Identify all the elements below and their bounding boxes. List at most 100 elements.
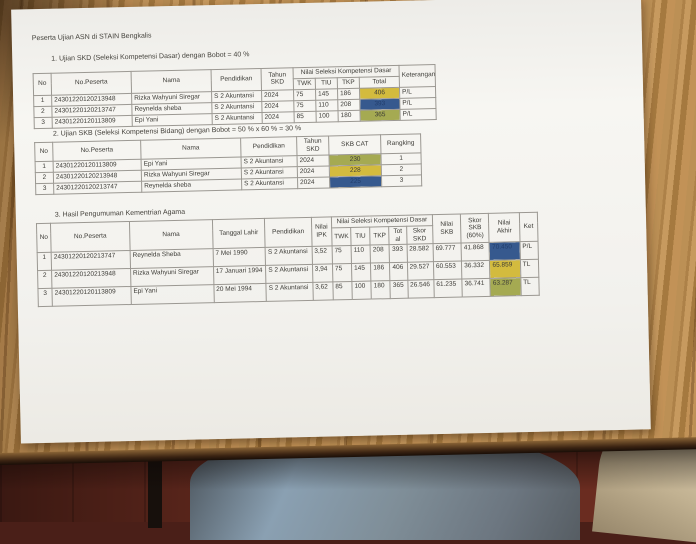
col-nama: Nama bbox=[140, 137, 242, 159]
cell-tiu: 145 bbox=[315, 88, 338, 100]
cell-nama: Epi Yani bbox=[130, 285, 215, 305]
cell-tkp: 180 bbox=[371, 280, 391, 300]
col-tahun-skd: Tahun SKD bbox=[261, 67, 294, 91]
cell-peserta: 24301220120213747 bbox=[53, 180, 142, 194]
cell-skor-skb: 41.868 bbox=[461, 242, 490, 262]
cell-twk: 75 bbox=[331, 245, 352, 265]
cell-total: 393 bbox=[389, 244, 408, 263]
cell-no: 2 bbox=[33, 105, 53, 118]
col-skb-cat: SKB CAT bbox=[328, 134, 381, 155]
cell-total: 365 bbox=[390, 280, 408, 299]
cell-no: 1 bbox=[37, 252, 52, 271]
cell-twk: 75 bbox=[293, 88, 316, 101]
col-peserta: No.Peserta bbox=[50, 221, 131, 253]
col-tkp: TKP bbox=[337, 77, 360, 89]
cell-tkp: 208 bbox=[370, 245, 390, 264]
cell-total-highlight: 406 bbox=[359, 86, 400, 99]
cell-ket: TL bbox=[520, 259, 539, 279]
col-no: No bbox=[36, 223, 52, 253]
cell-peserta: 24301220120113809 bbox=[52, 115, 133, 128]
skb-table: No No.Peserta Nama Pendidikan Tahun SKD … bbox=[34, 133, 422, 195]
col-nilai-ipk: Nilai IPK bbox=[311, 216, 332, 247]
col-tanggal-lahir: Tanggal Lahir bbox=[212, 218, 266, 250]
cell-skor-skd: 28.582 bbox=[406, 244, 434, 263]
col-nilai-skb: Nilai SKB bbox=[432, 213, 462, 245]
cell-tahun: 2024 bbox=[261, 89, 294, 102]
col-tiu: TIU bbox=[315, 77, 338, 89]
col-skor-skd: Skor SKD bbox=[406, 225, 433, 245]
col-tiu: TIU bbox=[350, 226, 371, 246]
cell-twk: 75 bbox=[293, 99, 316, 112]
cell-tahun: 2024 bbox=[262, 111, 295, 124]
cell-nilai-skb: 61.235 bbox=[433, 279, 463, 299]
cell-tkp: 180 bbox=[337, 109, 361, 122]
col-nama: Nama bbox=[129, 219, 213, 251]
cell-skor-skb: 36.332 bbox=[461, 260, 491, 280]
cell-skor-skd: 29.527 bbox=[407, 262, 434, 281]
cell-no: 2 bbox=[37, 270, 53, 289]
cell-ipk: 3,62 bbox=[312, 282, 334, 301]
cell-tiu: 110 bbox=[351, 245, 371, 264]
cell-tahun: 2024 bbox=[297, 176, 330, 189]
col-twk: TWK bbox=[331, 227, 352, 247]
cell-lahir: 20 Mei 1994 bbox=[213, 283, 267, 303]
cell-pendidikan: S 2 Akuntansi bbox=[266, 282, 313, 302]
skd-table: No No.Peserta Nama Pendidikan Tahun SKD … bbox=[33, 64, 437, 129]
cell-tiu: 100 bbox=[315, 110, 339, 122]
cell-rank: 3 bbox=[381, 174, 422, 187]
cell-akhir-highlight: 65.859 bbox=[489, 260, 521, 279]
cell-twk: 85 bbox=[293, 110, 317, 123]
col-pendidikan: Pendidikan bbox=[264, 217, 312, 248]
col-rangking: Rangking bbox=[380, 133, 421, 154]
cell-nama: Epi Yani bbox=[132, 113, 213, 127]
cell-ket: P/L bbox=[399, 86, 436, 98]
cell-twk: 85 bbox=[332, 281, 353, 301]
cell-skb-highlight: 225 bbox=[329, 175, 382, 188]
cell-tkp: 186 bbox=[337, 87, 360, 100]
cell-twk: 75 bbox=[332, 263, 352, 283]
col-peserta: No.Peserta bbox=[51, 71, 132, 95]
cell-no: 1 bbox=[33, 94, 52, 107]
wooden-desk: Peserta Ujian ASN di STAIN Bengkalis 1. … bbox=[0, 0, 696, 464]
cell-ket: P/L bbox=[399, 108, 437, 120]
col-ket: Ket bbox=[519, 212, 539, 243]
col-tkp: TKP bbox=[369, 226, 390, 246]
col-pendidikan: Pendidikan bbox=[240, 136, 297, 157]
cell-peserta: 24301220120213948 bbox=[51, 268, 131, 289]
cell-pendidikan: S 2 Akuntansi bbox=[241, 177, 298, 190]
cell-no: 3 bbox=[35, 182, 54, 195]
cell-tiu: 100 bbox=[351, 281, 372, 300]
cell-ket: P/L bbox=[519, 241, 539, 261]
col-no: No bbox=[33, 73, 52, 96]
cell-tahun: 2024 bbox=[296, 154, 330, 167]
cell-nilai-skb: 60.553 bbox=[433, 261, 463, 281]
cell-tkp: 186 bbox=[370, 262, 391, 282]
cell-skor-skb: 36.741 bbox=[462, 278, 491, 298]
cell-peserta: 24301220120213747 bbox=[51, 250, 131, 271]
cell-no: 3 bbox=[37, 288, 53, 307]
cell-tahun: 2024 bbox=[261, 100, 294, 113]
cell-total: 406 bbox=[389, 262, 408, 281]
col-no: No bbox=[34, 142, 54, 162]
cell-lahir: 17 Januari 1994 bbox=[213, 265, 267, 286]
col-total: Total bbox=[389, 226, 407, 246]
section-1-heading: 1. Ujian SKD (Seleksi Kompetensi Dasar) … bbox=[51, 51, 250, 63]
cell-ket: TL bbox=[520, 277, 540, 297]
cell-ipk: 3,94 bbox=[312, 264, 333, 283]
cell-no: 2 bbox=[35, 171, 54, 184]
cell-tiu: 145 bbox=[351, 263, 372, 282]
result-table: No No.Peserta Nama Tanggal Lahir Pendidi… bbox=[36, 212, 540, 308]
cell-ket: P/L bbox=[399, 97, 436, 109]
col-nilai-akhir: Nilai Akhir bbox=[488, 212, 520, 243]
col-peserta: No.Peserta bbox=[52, 140, 142, 161]
page-title: Peserta Ujian ASN di STAIN Bengkalis bbox=[31, 32, 152, 43]
cell-peserta: 24301220120113809 bbox=[52, 286, 132, 307]
document-paper: Peserta Ujian ASN di STAIN Bengkalis 1. … bbox=[11, 0, 651, 444]
cell-pendidikan: S 2 Akuntansi bbox=[265, 246, 313, 266]
col-tahun-skd: Tahun SKD bbox=[296, 135, 329, 156]
cell-pendidikan: S 2 Akuntansi bbox=[212, 112, 263, 125]
cell-nilai-skb: 69.777 bbox=[432, 243, 462, 263]
cell-tkp: 208 bbox=[337, 98, 360, 111]
col-twk: TWK bbox=[293, 78, 316, 90]
cell-nama: Reynelda Sheba bbox=[130, 249, 214, 269]
